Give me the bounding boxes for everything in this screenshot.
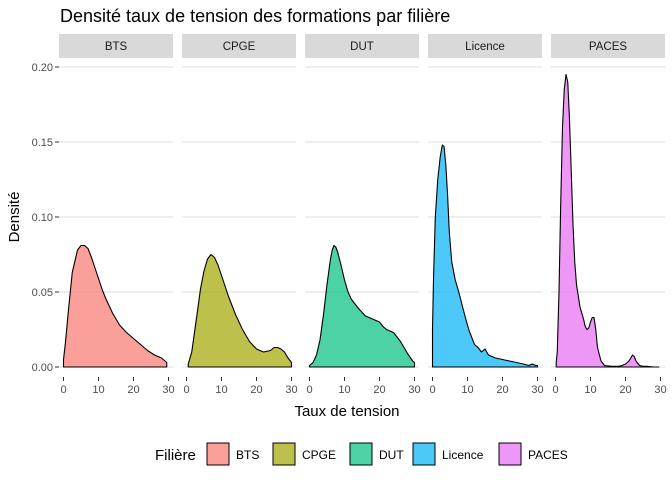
legend-item-dut: DUT <box>349 442 404 466</box>
legend-items: BTS CPGE DUT Licence PACES <box>206 442 568 466</box>
chart-title: Densité taux de tension des formations p… <box>60 6 450 26</box>
facet-strip <box>305 34 419 58</box>
facet-strip <box>428 34 542 58</box>
legend-title: Filière <box>155 447 196 464</box>
x-axis-label: Taux de tension <box>294 403 399 420</box>
y-axis-label: Densité <box>6 192 23 243</box>
density-area-paces <box>555 73 660 368</box>
legend-swatch <box>412 442 436 466</box>
facet-strip <box>59 34 173 58</box>
facet-strip <box>551 34 665 58</box>
legend-swatch <box>206 442 230 466</box>
y-tick-label: 0.20 <box>32 62 53 74</box>
facet-panel-licence: Licence 0 10 20 30 <box>428 34 544 396</box>
x-tick-label: 20 <box>127 384 139 396</box>
y-tick-label: 0.05 <box>32 287 53 299</box>
legend-label: CPGE <box>302 448 336 462</box>
x-tick-label: 20 <box>373 384 385 396</box>
x-tick-label: 30 <box>162 384 174 396</box>
x-tick-label: 0 <box>306 384 312 396</box>
facet-panel-bts: BTS 0 10 20 30 <box>59 34 175 396</box>
facet-panel-cpge: CPGE 0 10 20 30 <box>182 34 298 396</box>
facet-strip-label: Licence <box>465 41 505 53</box>
facet-strip <box>182 34 296 58</box>
facet-strip-label: BTS <box>105 41 128 53</box>
legend-label: Licence <box>442 448 484 462</box>
legend-item-licence: Licence <box>412 442 484 466</box>
legend-item-cpge: CPGE <box>272 442 336 466</box>
x-tick-label: 0 <box>60 384 66 396</box>
facet-panels: BTS 0 10 20 30 CPGE 0 10 20 30 DUT 0 10 20 30 Licence 0 1… <box>59 34 667 396</box>
x-tick-label: 10 <box>92 384 104 396</box>
legend-item-bts: BTS <box>206 442 259 466</box>
x-tick-label: 0 <box>552 384 558 396</box>
legend-item-paces: PACES <box>498 442 568 466</box>
x-tick-label: 30 <box>408 384 420 396</box>
x-tick-label: 30 <box>285 384 297 396</box>
density-area-bts <box>62 244 168 368</box>
legend-swatch <box>498 442 522 466</box>
density-area-licence <box>431 144 539 368</box>
density-area-dut <box>308 244 416 368</box>
density-area-cpge <box>187 253 293 368</box>
x-tick-label: 20 <box>250 384 262 396</box>
facet-strip-label: CPGE <box>223 41 256 53</box>
x-tick-label: 0 <box>183 384 189 396</box>
x-tick-label: 30 <box>531 384 543 396</box>
x-tick-label: 20 <box>496 384 508 396</box>
x-tick-label: 10 <box>338 384 350 396</box>
legend-label: BTS <box>236 448 259 462</box>
y-tick-label: 0.00 <box>32 362 53 374</box>
y-tick-label: 0.15 <box>32 137 53 149</box>
facet-strip-label: DUT <box>350 41 374 53</box>
x-tick-label: 0 <box>429 384 435 396</box>
x-tick-label: 10 <box>584 384 596 396</box>
legend: Filière BTS CPGE DUT Licence PACES <box>155 442 568 466</box>
legend-label: DUT <box>379 448 404 462</box>
legend-swatch <box>272 442 296 466</box>
facet-strip-label: PACES <box>589 41 627 53</box>
y-axis: 0.00 0.05 0.10 0.15 0.20 <box>32 62 59 374</box>
facet-panel-paces: PACES 0 10 20 30 <box>551 34 667 396</box>
y-tick-label: 0.10 <box>32 212 53 224</box>
x-tick-label: 20 <box>619 384 631 396</box>
x-tick-label: 10 <box>215 384 227 396</box>
x-tick-label: 30 <box>654 384 666 396</box>
legend-label: PACES <box>528 448 568 462</box>
facet-panel-dut: DUT 0 10 20 30 <box>305 34 421 396</box>
x-tick-label: 10 <box>461 384 473 396</box>
legend-swatch <box>349 442 373 466</box>
